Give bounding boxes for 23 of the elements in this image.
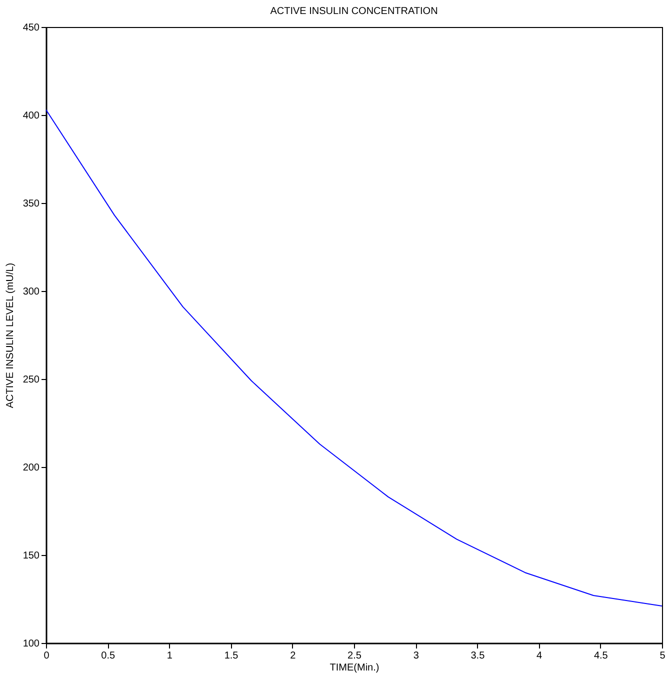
x-tick-label: 4.5 — [594, 650, 608, 662]
y-tick-label: 200 — [22, 462, 40, 474]
y-tick-label: 350 — [22, 198, 40, 210]
x-tick-label: 5 — [660, 650, 666, 662]
x-tick-label: 2 — [290, 650, 296, 662]
x-tick-label: 3.5 — [470, 650, 486, 662]
x-tick-label: 4 — [536, 650, 543, 662]
y-axis-title: ACTIVE INSULIN LEVEL (mU/L) — [4, 262, 16, 408]
line-series — [46, 109, 662, 607]
chart-title: ACTIVE INSULIN CONCENTRATION — [270, 6, 438, 17]
x-tick-label: 1 — [166, 650, 173, 662]
x-tick-label: 3 — [413, 650, 420, 662]
x-tick-label: 2.5 — [348, 650, 362, 662]
x-tick-label: 0.5 — [101, 650, 116, 662]
y-tick-label: 300 — [22, 286, 40, 298]
y-tick-label: 100 — [22, 638, 40, 650]
x-tick-label: 1.5 — [224, 650, 239, 662]
x-axis-title: TIME(Min.) — [330, 662, 380, 674]
y-tick-label: 250 — [22, 374, 40, 386]
y-tick-label: 150 — [22, 550, 40, 562]
x-tick-label: 0 — [44, 650, 50, 662]
y-tick-label: 450 — [22, 22, 40, 34]
y-tick-label: 400 — [22, 110, 40, 122]
